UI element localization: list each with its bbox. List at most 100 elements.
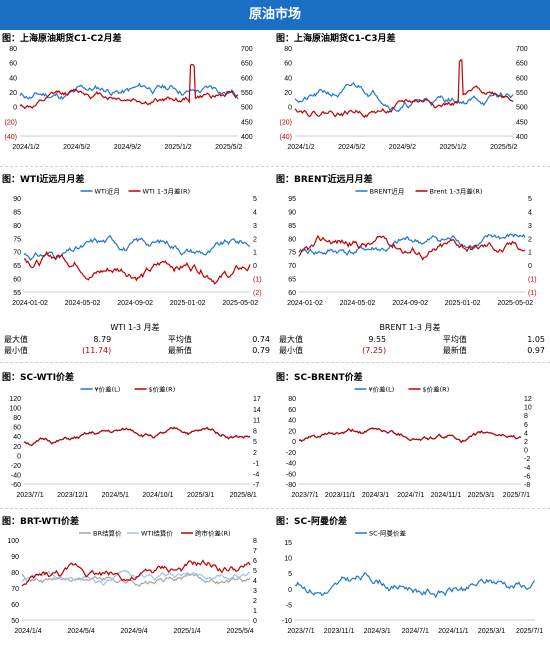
stat-value: 8.79 [93,335,112,344]
series-line-2 [23,250,251,285]
legend-label: WTI结算价 [141,529,173,538]
x-tick-label: 2023/7/1 [16,492,43,499]
y-tick-label-right: -2 [524,456,530,463]
x-tick-label: 2025-01-02 [445,300,481,307]
x-tick-label: 2024/9/2 [389,144,416,151]
y-tick-label-left: 0 [288,587,292,594]
y-tick-label-left: 100 [9,406,21,413]
series-line-1 [298,233,526,257]
y-tick-label-right: (2) [253,290,262,297]
y-tick-label-right: 400 [241,134,253,141]
divider [0,508,550,509]
y-tick-label-right: (1) [253,277,262,284]
y-tick-label-left: (20) [5,119,17,126]
series-line-1 [21,573,251,587]
x-tick-label: 2024/3/1 [364,628,391,635]
c5-svg: 120 100 80 60 40 20 0 -20 -40 -60 17 14 11 8 5 2 -1 -4 -7 2… [9,385,261,500]
legend-label: BRENT近月 [370,187,405,196]
y-tick-label-left: 60 [11,602,19,609]
c1-svg: 80 60 40 20 0 (20) (40) 700 650 600 550 500 450 400 20… [5,46,253,151]
x-tick-label: 2023/12/1 [57,492,88,499]
chart-title-sc-brent: 图：SC-BRENT价差 [276,373,363,383]
y-tick-label-left: 120 [9,396,21,403]
y-tick-label-left: 65 [13,263,21,270]
y-tick-label-right: -4 [524,465,530,472]
y-tick-label-right: 8 [253,538,257,545]
y-tick-label-right: 700 [516,46,528,53]
y-tick-label-right: 5 [253,439,257,446]
y-tick-label-right: 500 [241,105,253,112]
y-tick-label-left: 55 [13,290,21,297]
y-tick-label-right: 550 [516,90,528,97]
x-tick-label: 2025/1/4 [173,628,200,635]
x-tick-label: 2024-01-02 [287,300,323,307]
stat-value: 9.55 [368,335,387,344]
y-tick-label-left: 70 [13,250,21,257]
y-tick-label-left: 80 [9,46,17,53]
y-tick-label-right: 4 [528,209,532,216]
x-tick-label: 2024/1/4 [14,628,41,635]
chart-brent-spread: 95 90 85 80 75 70 65 60 5 4 3 2 1 0 (1) (1) 2024-01-02 20… [275,184,545,310]
stat-label: 最新值 [442,346,467,355]
y-tick-label-right: 4 [253,578,257,585]
stat-label: 平均值 [442,335,467,344]
divider [0,362,550,363]
c2-svg: 80 60 40 20 0 (20) (40) 700 650 600 550 500 450 400 20… [280,46,528,151]
y-tick-label-right: 4 [524,430,528,437]
stat-value: 0.79 [252,346,270,355]
y-tick-label-right: 700 [241,46,253,53]
c6-svg: 806040200-20-40-60-80121086420-2-4-6-820… [286,385,532,500]
series-line-3 [21,559,251,587]
chart-title-brt-wti: 图：BRT-WTI价差 [2,517,79,527]
x-tick-label: 2024/5/4 [67,628,94,635]
y-tick-label-left: 100 [7,538,19,545]
stat-label: 最大值 [279,335,303,344]
legend-label: $价差(R) [423,385,450,394]
x-tick-label: 2024/5/2 [63,144,90,151]
y-tick-label-left: (40) [5,134,17,141]
wti-stats-title: WTI 1-3 月差 [110,323,160,332]
y-tick-label-right: 12 [524,396,532,403]
y-tick-label-left: -20 [286,450,296,457]
y-tick-label-right: 650 [241,61,253,68]
table-row: 最小值 (11.74) 最新值 0.79 [2,345,272,356]
stat-label: 最小值 [279,346,303,355]
y-tick-label-left: -60 [286,471,296,478]
legend-label: BR结算价 [93,529,122,538]
x-tick-label: 2025/7/1 [516,628,543,635]
y-tick-label-left: 50 [11,618,19,625]
y-tick-label-left: 75 [288,250,296,257]
x-tick-label: 2024/5/2 [338,144,365,151]
y-tick-label-left: -20 [11,463,21,470]
y-tick-label-right: 7 [253,548,257,555]
y-tick-label-left: 80 [11,570,19,577]
chart-title-wti-spread: 图：WTI近远月月差 [2,175,85,185]
series-line-1 [23,426,251,447]
x-tick-label: 2023/11/1 [325,492,356,499]
y-tick-label-left: 40 [13,434,21,441]
legend-label: ¥价差(L) [369,385,395,394]
legend-label: WTI近月 [95,187,120,196]
page-header: 原油市场 [0,0,550,30]
y-tick-label-right: 2 [253,236,257,243]
y-tick-label-right: 3 [253,223,257,230]
legend-label: $价差(R) [149,385,176,394]
y-tick-label-right: (1) [528,277,537,284]
y-tick-label-left: 80 [288,396,296,403]
y-tick-label-right: 8 [524,413,528,420]
y-tick-label-left: 80 [13,415,21,422]
x-tick-label: 2024/11/1 [438,628,469,635]
y-tick-label-right: -1 [253,461,259,468]
legend-label: 跨市价差(R) [195,529,231,538]
y-tick-label-right: 450 [241,119,253,126]
y-tick-label-left: 75 [13,236,21,243]
y-tick-label-left: 20 [284,90,292,97]
y-tick-label-left: (20) [280,119,292,126]
y-tick-label-left: 80 [284,46,292,53]
y-tick-label-left: 0 [17,453,21,460]
y-tick-label-right: 2 [253,598,257,605]
chart-title-sc-oman: 图：SC-阿曼价差 [276,517,348,527]
y-tick-label-right: 8 [253,428,257,435]
y-tick-label-right: 0 [253,618,257,625]
y-tick-label-right: 17 [253,396,261,403]
